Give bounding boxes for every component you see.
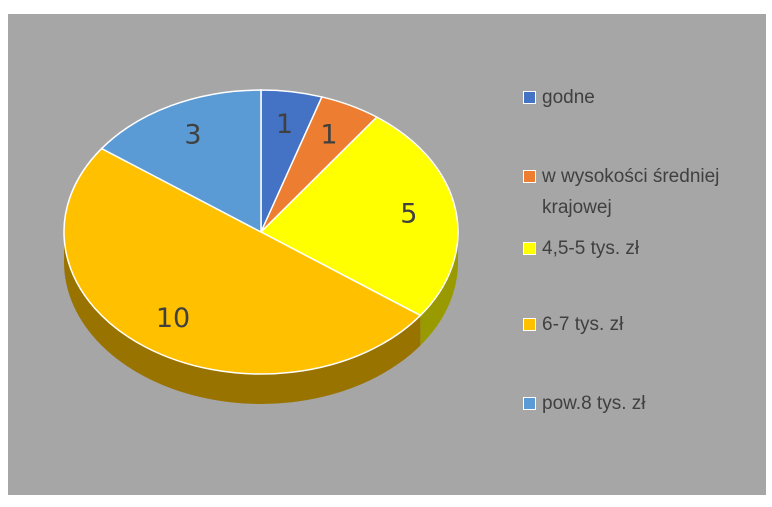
data-label: 5	[400, 199, 417, 230]
legend-item: w wysokości średniej krajowej	[523, 161, 759, 223]
pie-slice	[100, 89, 262, 234]
pie-side	[64, 232, 421, 404]
legend-swatch	[523, 242, 536, 255]
pie-side	[420, 232, 458, 346]
legend-label: w wysokości średniej krajowej	[542, 166, 720, 218]
pie-slice	[63, 147, 422, 375]
legend-label: pow.8 tys. zł	[542, 393, 646, 414]
legend-item: pow.8 tys. zł	[523, 388, 759, 419]
data-label: 3	[184, 119, 201, 150]
legend-item: 6-7 tys. zł	[523, 309, 759, 340]
legend-swatch	[523, 318, 536, 331]
data-label: 1	[320, 119, 337, 150]
data-label: 10	[156, 303, 190, 334]
legend-swatch	[523, 170, 536, 183]
legend-label: godne	[542, 87, 595, 108]
legend-item: godne	[523, 82, 759, 113]
legend-swatch	[523, 91, 536, 104]
legend-label: 6-7 tys. zł	[542, 314, 624, 335]
legend-swatch	[523, 397, 536, 410]
data-label: 1	[276, 109, 293, 140]
pie-slice	[259, 116, 459, 317]
legend-item: 4,5-5 tys. zł	[523, 233, 759, 264]
legend-label: 4,5-5 tys. zł	[542, 238, 640, 259]
